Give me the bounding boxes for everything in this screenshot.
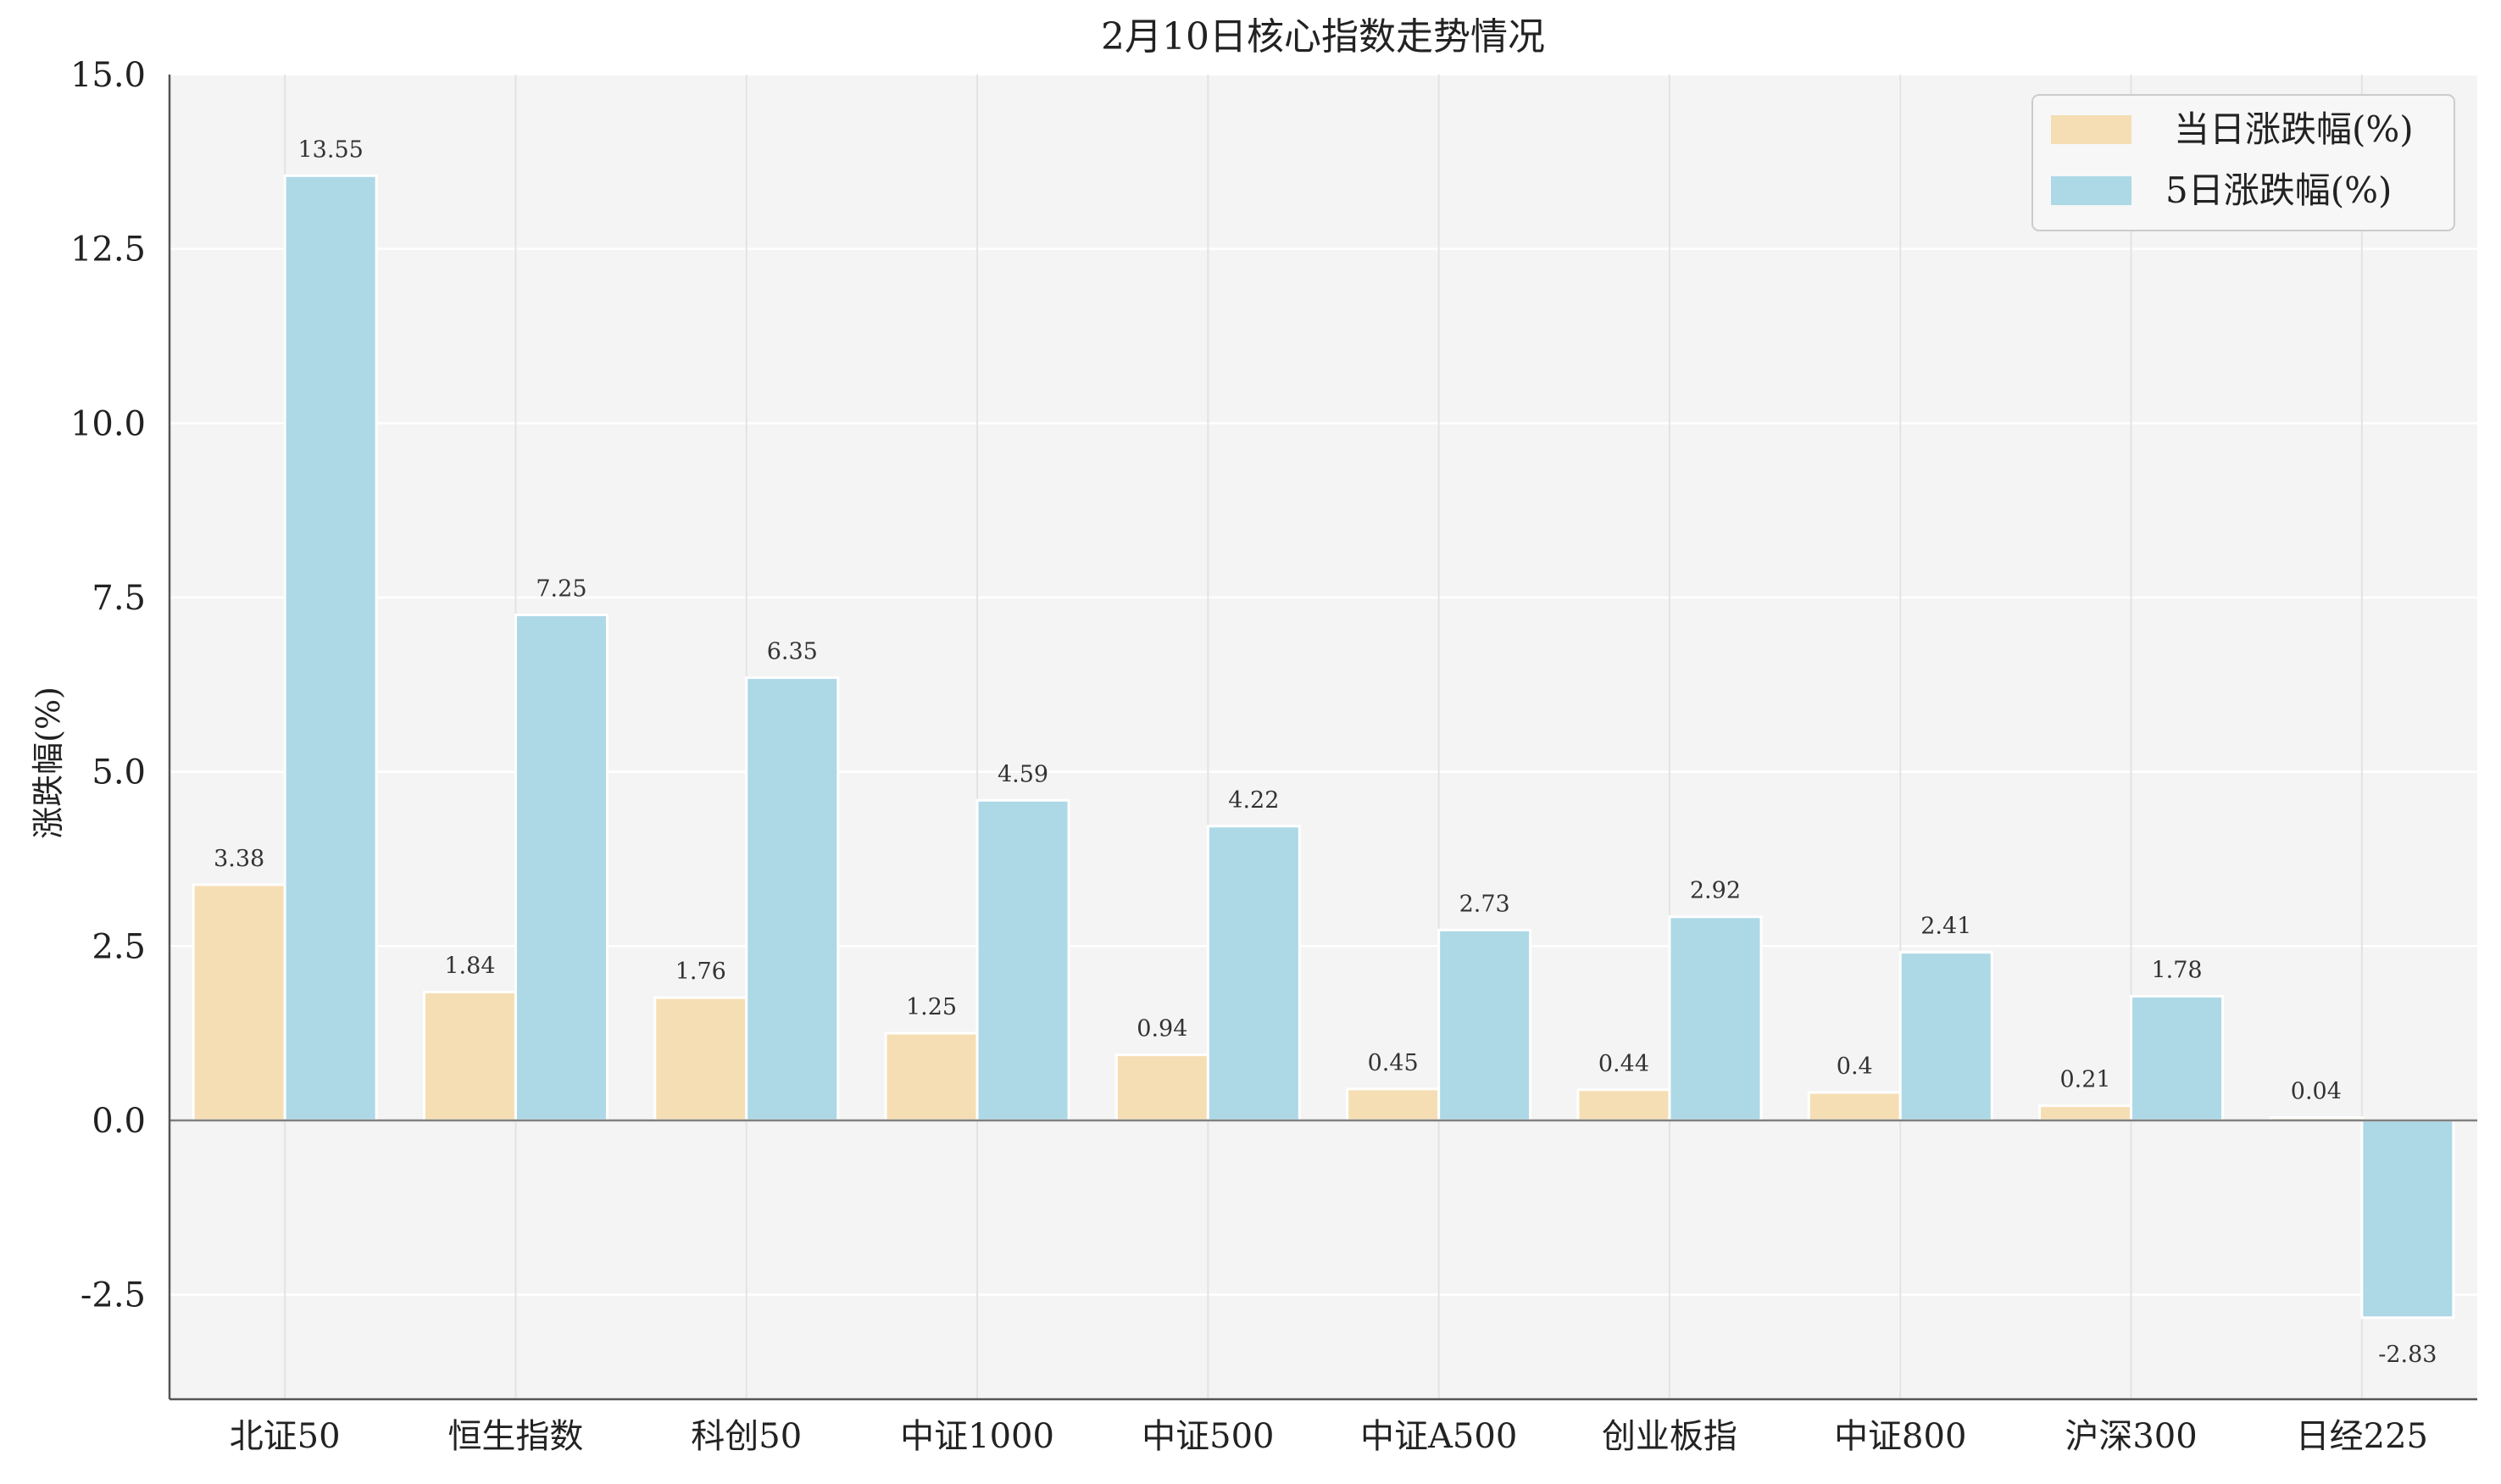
bar-5day-1 bbox=[514, 614, 609, 1122]
data-label-daily-2: 1.76 bbox=[675, 959, 726, 985]
x-tick-label-7: 中证800 bbox=[1834, 1417, 1966, 1456]
legend-label-5day: 5日涨跌幅(%) bbox=[2165, 170, 2392, 211]
y-tick-label-0: -2.5 bbox=[81, 1276, 146, 1315]
axes-group bbox=[168, 75, 2477, 1401]
x-tick-label-4: 中证500 bbox=[1142, 1417, 1274, 1456]
bar-5day-2 bbox=[745, 676, 840, 1122]
x-tick-label-5: 中证A500 bbox=[1360, 1417, 1517, 1456]
y-tick-label-6: 12.5 bbox=[70, 231, 146, 270]
data-label-5day-2: 6.35 bbox=[767, 639, 818, 665]
bar-daily-2 bbox=[653, 996, 748, 1122]
data-label-5day-5: 2.73 bbox=[1459, 891, 1510, 917]
data-label-daily-1: 1.84 bbox=[444, 953, 495, 980]
bar-daily-8 bbox=[2038, 1104, 2133, 1122]
data-label-5day-6: 2.92 bbox=[1690, 878, 1741, 904]
bars-group bbox=[192, 174, 2455, 1320]
legend: 当日涨跌幅(%) 5日涨跌幅(%) bbox=[2031, 94, 2455, 231]
y-tick-label-4: 7.5 bbox=[92, 579, 146, 618]
bar-5day-9 bbox=[2360, 1119, 2455, 1320]
bar-5day-7 bbox=[1898, 951, 1993, 1122]
bar-5day-5 bbox=[1437, 928, 1532, 1122]
data-label-daily-3: 1.25 bbox=[906, 994, 957, 1020]
data-label-5day-1: 7.25 bbox=[536, 576, 586, 603]
y-tick-label-3: 5.0 bbox=[92, 753, 146, 792]
bar-daily-0 bbox=[192, 883, 286, 1122]
legend-swatch-daily bbox=[2051, 115, 2131, 144]
bar-5day-8 bbox=[2130, 995, 2225, 1122]
legend-swatch-5day bbox=[2051, 176, 2131, 205]
bar-daily-1 bbox=[422, 991, 517, 1122]
bar-5day-6 bbox=[1668, 915, 1763, 1122]
bar-5day-4 bbox=[1206, 825, 1301, 1122]
x-tick-label-0: 北证50 bbox=[230, 1417, 341, 1456]
bar-daily-3 bbox=[884, 1031, 979, 1122]
x-tick-label-6: 创业板指 bbox=[1602, 1417, 1737, 1456]
bar-5day-0 bbox=[283, 174, 378, 1122]
y-tick-labels: -2.5 0.0 2.5 5.0 7.5 10.0 12.5 15.0 bbox=[70, 56, 146, 1315]
y-axis-label: 涨跌幅(%) bbox=[30, 686, 67, 839]
data-label-5day-0: 13.55 bbox=[298, 136, 364, 163]
bar-5day-3 bbox=[975, 798, 1070, 1122]
legend-label-daily: 当日涨跌幅(%) bbox=[2174, 108, 2414, 150]
y-tick-label-2: 2.5 bbox=[92, 927, 146, 966]
chart-title: 2月10日核心指数走势情况 bbox=[1101, 15, 1545, 58]
legend-box bbox=[2031, 94, 2455, 231]
data-label-daily-5: 0.45 bbox=[1368, 1050, 1419, 1076]
y-tick-label-5: 10.0 bbox=[70, 404, 146, 443]
data-label-5day-9: -2.83 bbox=[2378, 1342, 2437, 1368]
y-tick-label-1: 0.0 bbox=[92, 1102, 146, 1141]
x-tick-label-8: 沪深300 bbox=[2065, 1417, 2197, 1456]
x-tick-labels: 北证50 恒生指数 科创50 中证1000 中证500 中证A500 创业板指 中证800 沪深… bbox=[230, 1417, 2428, 1456]
x-tick-label-1: 恒生指数 bbox=[447, 1417, 583, 1456]
x-tick-label-2: 科创50 bbox=[691, 1417, 802, 1456]
data-label-5day-8: 1.78 bbox=[2151, 958, 2202, 984]
bar-daily-6 bbox=[1576, 1088, 1671, 1122]
bar-daily-4 bbox=[1114, 1053, 1209, 1122]
bar-daily-5 bbox=[1346, 1087, 1441, 1122]
data-label-5day-7: 2.41 bbox=[1920, 914, 1971, 940]
x-tick-label-9: 日经225 bbox=[2296, 1417, 2428, 1456]
data-label-daily-4: 0.94 bbox=[1137, 1016, 1187, 1042]
data-label-5day-4: 4.22 bbox=[1228, 787, 1279, 814]
data-label-daily-6: 0.44 bbox=[1598, 1051, 1649, 1077]
data-label-daily-7: 0.4 bbox=[1837, 1053, 1873, 1080]
data-labels: 3.38 1.84 1.76 1.25 0.94 0.45 0.44 0.4 0.21 0.04 1… bbox=[214, 136, 2437, 1367]
data-label-5day-3: 4.59 bbox=[998, 761, 1048, 787]
data-label-daily-8: 0.21 bbox=[2059, 1067, 2110, 1093]
data-label-daily-0: 3.38 bbox=[214, 846, 264, 872]
x-tick-label-3: 中证1000 bbox=[900, 1417, 1054, 1456]
bar-daily-7 bbox=[1807, 1091, 1902, 1122]
y-tick-label-7: 15.0 bbox=[70, 56, 146, 95]
data-label-daily-9: 0.04 bbox=[2291, 1079, 2342, 1105]
